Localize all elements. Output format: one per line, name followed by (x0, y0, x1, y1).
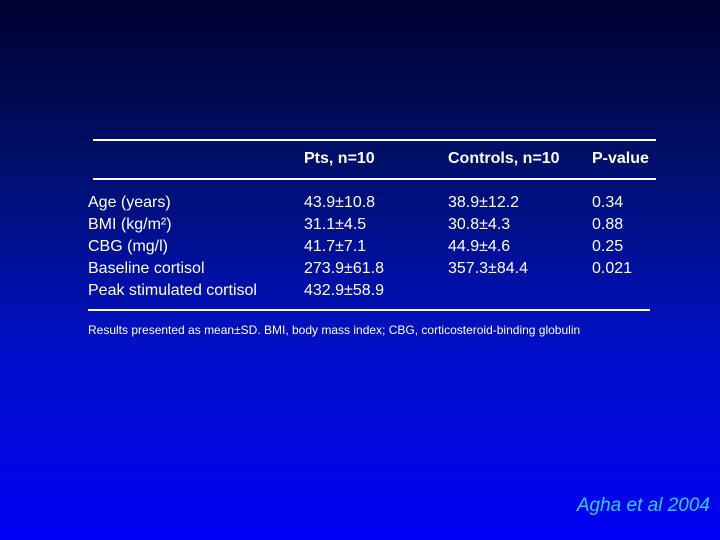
cell: 0.88 (592, 216, 624, 233)
cell: 41.7±7.1 (304, 238, 367, 255)
row-label: CBG (mg/l) (88, 238, 168, 255)
footnote: Results presented as mean±SD. BMI, body … (88, 323, 581, 337)
cell: 44.9±4.6 (448, 238, 511, 255)
citation: Agha et al 2004 (576, 495, 710, 516)
cell: 273.9±61.8 (304, 260, 384, 277)
cell: 31.1±4.5 (304, 216, 367, 233)
header-rule (93, 178, 656, 180)
cell: 432.9±58.9 (304, 282, 384, 299)
row-label: Baseline cortisol (88, 260, 205, 277)
cell: 357.3±84.4 (448, 260, 528, 277)
cell: 30.8±4.3 (448, 216, 511, 233)
cell: 0.25 (592, 238, 624, 255)
column-header: P-value (592, 150, 649, 167)
cell: 0.34 (592, 194, 624, 211)
row-label: Peak stimulated cortisol (88, 282, 257, 299)
column-header: Pts, n=10 (304, 150, 375, 167)
top-rule (93, 139, 656, 141)
bottom-rule (88, 309, 650, 311)
cell: 0.021 (592, 260, 633, 277)
cell: 38.9±12.2 (448, 194, 520, 211)
column-header: Controls, n=10 (448, 150, 560, 167)
row-label: Age (years) (88, 194, 171, 211)
cell: 43.9±10.8 (304, 194, 376, 211)
row-label: BMI (kg/m²) (88, 216, 172, 233)
